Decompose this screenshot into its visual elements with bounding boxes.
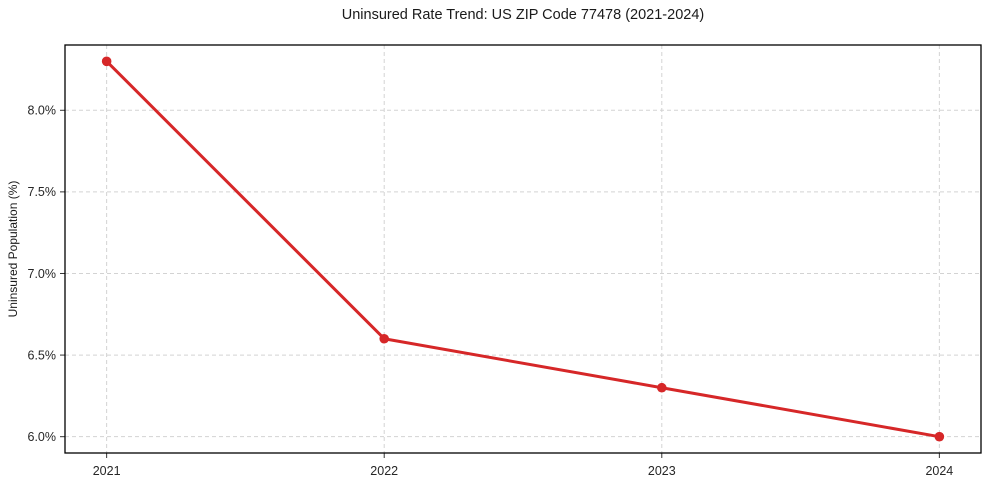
data-point-2023 [656,382,667,393]
x-tick-label: 2021 [93,464,121,478]
data-point-2021 [101,56,112,67]
y-axis-label: Uninsured Population (%) [6,180,20,318]
data-point-2022 [379,333,390,344]
x-tick-label: 2022 [370,464,398,478]
y-tick-label: 7.5% [28,185,57,199]
y-tick-label: 6.5% [28,348,57,362]
trend-line [105,59,941,439]
chart-title: Uninsured Rate Trend: US ZIP Code 77478 … [341,7,705,23]
y-tick-label: 6.0% [28,430,57,444]
x-tick-label: 2023 [648,464,676,478]
data-point-2024 [934,431,945,442]
plot-frame [64,44,982,454]
y-tick-label: 8.0% [28,104,57,118]
x-tick-label: 2024 [925,464,953,478]
y-tick-label: 7.0% [28,267,57,281]
